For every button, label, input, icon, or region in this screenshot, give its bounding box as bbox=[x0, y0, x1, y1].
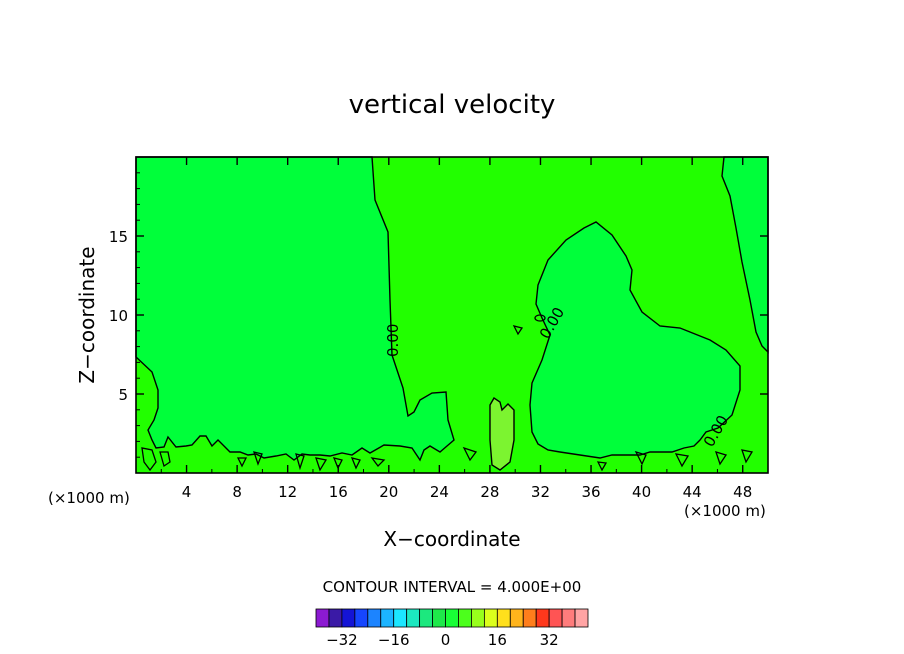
colorbar-swatch bbox=[341, 608, 356, 628]
y-axis-label: Z−coordinate bbox=[75, 246, 99, 383]
colorbar-swatch bbox=[509, 608, 524, 628]
colorbar-swatch bbox=[535, 608, 550, 628]
contour-region-updraft-core bbox=[489, 397, 515, 471]
colorbar-swatch bbox=[419, 608, 433, 628]
x-tick-label: 20 bbox=[379, 483, 398, 501]
colorbar-swatch bbox=[380, 608, 395, 628]
colorbar-swatch bbox=[561, 608, 576, 628]
colorbar-tick-label: 16 bbox=[488, 631, 507, 649]
x-axis-label: X−coordinate bbox=[383, 527, 520, 551]
colorbar-swatch bbox=[328, 608, 343, 628]
colorbar-swatch bbox=[496, 608, 511, 628]
colorbar-swatch bbox=[522, 608, 537, 628]
x-tick-label: 44 bbox=[683, 483, 702, 501]
x-tick-label: 36 bbox=[581, 483, 600, 501]
x-axis: 4 8 12 16 20 24 28 32 36 40 44 48 bbox=[160, 157, 752, 501]
contour-region-negative-right bbox=[529, 221, 741, 459]
colorbar-swatch bbox=[483, 608, 498, 628]
y-axis: 5 10 15 bbox=[109, 172, 768, 458]
colorbar-swatch bbox=[354, 608, 369, 628]
colorbar-swatch bbox=[574, 608, 589, 628]
x-tick-label: 32 bbox=[531, 483, 550, 501]
colorbar: −32 −16 0 16 32 bbox=[315, 608, 589, 649]
colorbar-tick-label: −16 bbox=[378, 631, 410, 649]
contour-label-left: 0.00 bbox=[384, 324, 402, 357]
colorbar-swatch bbox=[548, 608, 563, 628]
colorbar-tick-label: 0 bbox=[441, 631, 451, 649]
ground-contour-blobs bbox=[141, 314, 754, 472]
x-units-right: (×1000 m) bbox=[684, 502, 766, 520]
x-tick-label: 28 bbox=[480, 483, 499, 501]
colorbar-swatch bbox=[367, 608, 382, 628]
colorbar-swatch bbox=[445, 608, 459, 628]
x-tick-label: 4 bbox=[182, 483, 192, 501]
x-tick-label: 8 bbox=[232, 483, 242, 501]
x-tick-label: 12 bbox=[278, 483, 297, 501]
x-tick-label: 40 bbox=[632, 483, 651, 501]
colorbar-swatch bbox=[471, 608, 485, 628]
contour-region-negative-left bbox=[135, 156, 455, 462]
x-tick-label: 16 bbox=[329, 483, 348, 501]
chart-title: vertical velocity bbox=[349, 90, 556, 120]
x-origin-units-left: (×1000 m) bbox=[48, 489, 130, 507]
colorbar-tick-label: −32 bbox=[326, 631, 358, 649]
x-tick-label: 48 bbox=[733, 483, 752, 501]
x-tick-label: 24 bbox=[430, 483, 449, 501]
y-tick-label: 10 bbox=[109, 307, 128, 325]
y-tick-label: 5 bbox=[118, 386, 128, 404]
colorbar-swatch bbox=[432, 608, 446, 628]
contour-interval-text: CONTOUR INTERVAL = 4.000E+00 bbox=[323, 578, 582, 596]
colorbar-swatch bbox=[458, 608, 472, 628]
colorbar-tick-label: 32 bbox=[540, 631, 559, 649]
colorbar-swatch bbox=[315, 608, 330, 628]
y-tick-label: 15 bbox=[109, 228, 128, 246]
colorbar-swatch bbox=[406, 608, 421, 628]
colorbar-swatch bbox=[393, 608, 408, 628]
